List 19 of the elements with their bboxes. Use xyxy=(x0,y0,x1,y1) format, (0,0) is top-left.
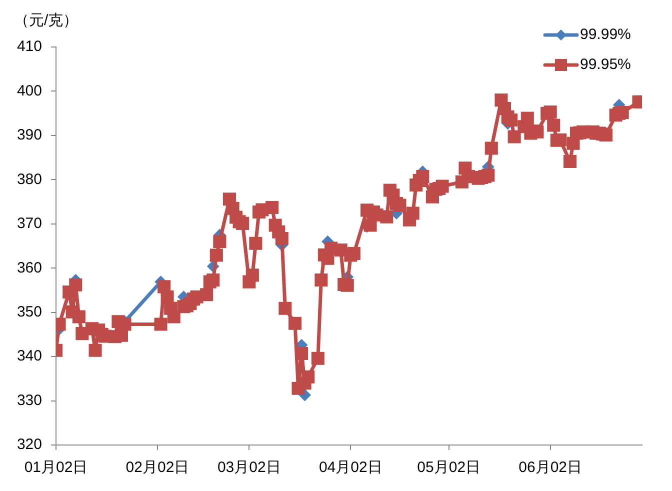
legend-label: 99.99% xyxy=(580,26,631,44)
x-tick-label: 03月02日 xyxy=(217,459,281,476)
y-tick-label: 340 xyxy=(16,348,42,365)
y-tick-label: 400 xyxy=(16,82,42,100)
x-tick-label: 04月02日 xyxy=(318,459,382,476)
y-tick-label: 360 xyxy=(16,259,42,276)
x-tick-label: 01月02日 xyxy=(24,459,88,476)
y-axis-title: （元/克） xyxy=(14,12,78,30)
y-tick-label: 330 xyxy=(16,392,42,409)
legend-label: 99.95% xyxy=(580,56,631,74)
x-tick-label: 06月02日 xyxy=(518,459,582,476)
y-tick-label: 380 xyxy=(16,170,42,188)
y-tick-label: 320 xyxy=(16,436,42,454)
y-tick-label: 390 xyxy=(16,126,42,144)
y-tick-label: 410 xyxy=(16,38,42,56)
x-tick-label: 02月02日 xyxy=(126,459,190,476)
x-tick-label: 05月02日 xyxy=(417,459,481,476)
y-tick-label: 370 xyxy=(16,215,42,232)
y-tick-label: 350 xyxy=(16,303,42,320)
